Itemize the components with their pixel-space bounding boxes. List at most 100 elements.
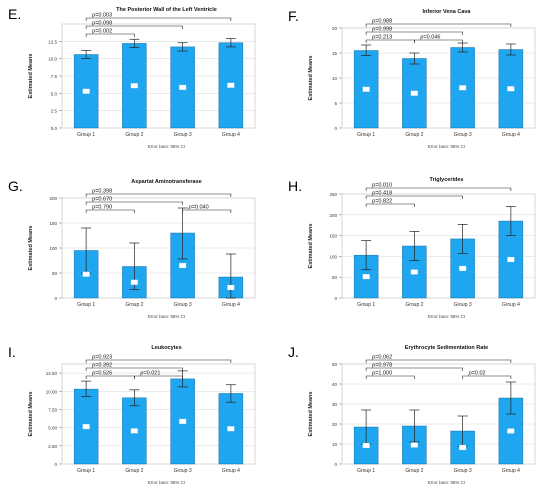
comparison-bracket xyxy=(85,17,232,21)
bar-value-marker xyxy=(227,284,235,291)
bar-value-marker xyxy=(410,90,419,96)
panel-letter: I. xyxy=(8,344,16,360)
bar-value-marker xyxy=(130,83,139,89)
p-value-label: p=0.062 xyxy=(371,355,392,361)
y-tick-label: 20 xyxy=(332,422,338,427)
p-value-label: p=0.923 xyxy=(91,355,112,361)
x-tick-label: Group 3 xyxy=(454,132,472,138)
panel-letter: E. xyxy=(8,6,22,22)
x-tick-label: Group 2 xyxy=(405,302,423,308)
x-tick-label: Group 4 xyxy=(502,468,520,474)
chart-title: Inferior Vena Cava xyxy=(423,9,472,15)
x-tick-label: Group 1 xyxy=(77,132,95,138)
comparison-bracket xyxy=(182,209,232,213)
p-value-label: p=0.978 xyxy=(371,363,392,369)
y-tick-label: 0 xyxy=(334,126,337,131)
p-value-label: p=0.998 xyxy=(371,27,392,33)
x-tick-label: Group 2 xyxy=(125,468,143,474)
x-tick-label: Group 3 xyxy=(174,468,192,474)
x-tick-label: Group 4 xyxy=(502,132,520,138)
panel-letter: J. xyxy=(288,344,299,360)
p-value-label: p=0.526 xyxy=(91,371,112,377)
chart-panel-i: I. 0 2.50 5.00 7.50 10.00 12.50 Estimated Means… xyxy=(0,336,270,501)
x-tick-label: Group 2 xyxy=(405,132,423,138)
comparison-bracket xyxy=(414,39,463,43)
p-value-label: p=0.822 xyxy=(371,199,392,205)
bar-value-marker xyxy=(178,262,187,269)
y-tick-label: 200 xyxy=(49,196,57,201)
y-tick-label: 0 xyxy=(334,296,337,301)
chart-title: Erythrocyte Sedimentation Rate xyxy=(405,345,488,351)
chart-panel-e: E. 0.0 2.5 5.0 7.5 10.0 12.5 Estimated Means The… xyxy=(0,0,270,165)
x-tick-label: Group 3 xyxy=(454,468,472,474)
y-tick-label: 7.50 xyxy=(48,407,57,412)
bar-value-marker xyxy=(82,88,90,94)
p-value-label: p=0.040 xyxy=(188,205,209,211)
y-tick-label: 150 xyxy=(49,221,57,226)
y-axis-label: Estimated Means xyxy=(28,226,34,271)
y-axis-label: Estimated Means xyxy=(308,224,314,269)
p-value-label: p=0.392 xyxy=(91,363,112,369)
bar-value-marker xyxy=(362,442,370,449)
y-tick-label: 0 xyxy=(54,462,57,467)
bar-value-marker xyxy=(362,86,370,92)
x-tick-label: Group 4 xyxy=(222,132,240,138)
error-bars-note: Error bars: 95% CI xyxy=(428,480,465,485)
comparison-bracket xyxy=(365,203,415,207)
y-tick-label: 15 xyxy=(332,51,338,56)
y-tick-label: 12.5 xyxy=(48,39,57,44)
p-value-label: p=0.02 xyxy=(468,371,486,377)
y-tick-label: 50 xyxy=(332,275,338,280)
bar-value-marker xyxy=(130,279,139,285)
y-axis-label: Estimated Means xyxy=(308,392,314,437)
error-bars-note: Error bars: 95% CI xyxy=(148,480,185,485)
x-tick-label: Group 2 xyxy=(125,302,143,308)
x-tick-label: Group 2 xyxy=(125,132,143,138)
comparison-bracket xyxy=(85,25,183,29)
panel-letter: G. xyxy=(8,178,23,194)
comparison-bracket xyxy=(365,23,512,27)
y-tick-label: 50 xyxy=(332,362,338,367)
y-tick-label: 100 xyxy=(329,254,337,259)
bar-value-marker xyxy=(130,428,139,434)
chart-title: The Posterior Wall of the Left Ventricle xyxy=(116,7,217,13)
x-tick-label: Group 2 xyxy=(405,468,423,474)
x-tick-label: Group 1 xyxy=(357,468,375,474)
comparison-bracket xyxy=(85,359,232,363)
y-tick-label: 10 xyxy=(332,76,338,81)
comparison-bracket xyxy=(85,193,232,197)
p-value-label: p=0.003 xyxy=(91,13,112,19)
comparison-bracket xyxy=(134,375,183,379)
y-tick-label: 5 xyxy=(334,101,337,106)
x-tick-label: Group 3 xyxy=(174,132,192,138)
p-value-label: p=0.002 xyxy=(91,29,112,35)
error-bars-note: Error bars: 95% CI xyxy=(428,144,465,149)
p-value-label: p=0.021 xyxy=(139,371,160,377)
p-value-label: p=0.398 xyxy=(91,189,112,195)
comparison-bracket xyxy=(365,359,512,363)
bar-chart-svg: 0 2.50 5.00 7.50 10.00 12.50 Estimated Means Le… xyxy=(28,345,256,485)
y-tick-label: 0 xyxy=(54,296,57,301)
y-tick-label: 10.0 xyxy=(48,57,57,62)
y-tick-label: 12.50 xyxy=(46,371,58,376)
x-tick-label: Group 4 xyxy=(502,302,520,308)
chart-title: Aspartat Aminotransferase xyxy=(131,179,201,185)
p-value-label: p=0.670 xyxy=(91,197,112,203)
y-tick-label: 100 xyxy=(49,246,57,251)
y-tick-label: 250 xyxy=(329,192,337,197)
y-tick-label: 10.00 xyxy=(46,389,58,394)
y-tick-label: 30 xyxy=(332,402,338,407)
error-bars-note: Error bars: 95% CI xyxy=(428,314,465,319)
bar-value-marker xyxy=(458,265,467,272)
bar-value-marker xyxy=(507,428,515,434)
comparison-bracket xyxy=(365,195,463,199)
bar-chart-svg: 0 50 100 150 200 250 Estimated Means Triglyceri… xyxy=(308,177,536,319)
comparison-bracket xyxy=(85,209,135,213)
bar-value-marker xyxy=(458,444,467,451)
y-axis-label: Estimated Means xyxy=(308,56,314,101)
y-tick-label: 20 xyxy=(332,26,338,31)
chart-title: Leukocytes xyxy=(151,345,181,351)
p-value-label: p=0.790 xyxy=(91,205,112,211)
chart-panel-h: H. 0 50 100 150 200 250 Estimated Means Triglyce… xyxy=(280,170,550,335)
comparison-bracket xyxy=(85,367,183,371)
